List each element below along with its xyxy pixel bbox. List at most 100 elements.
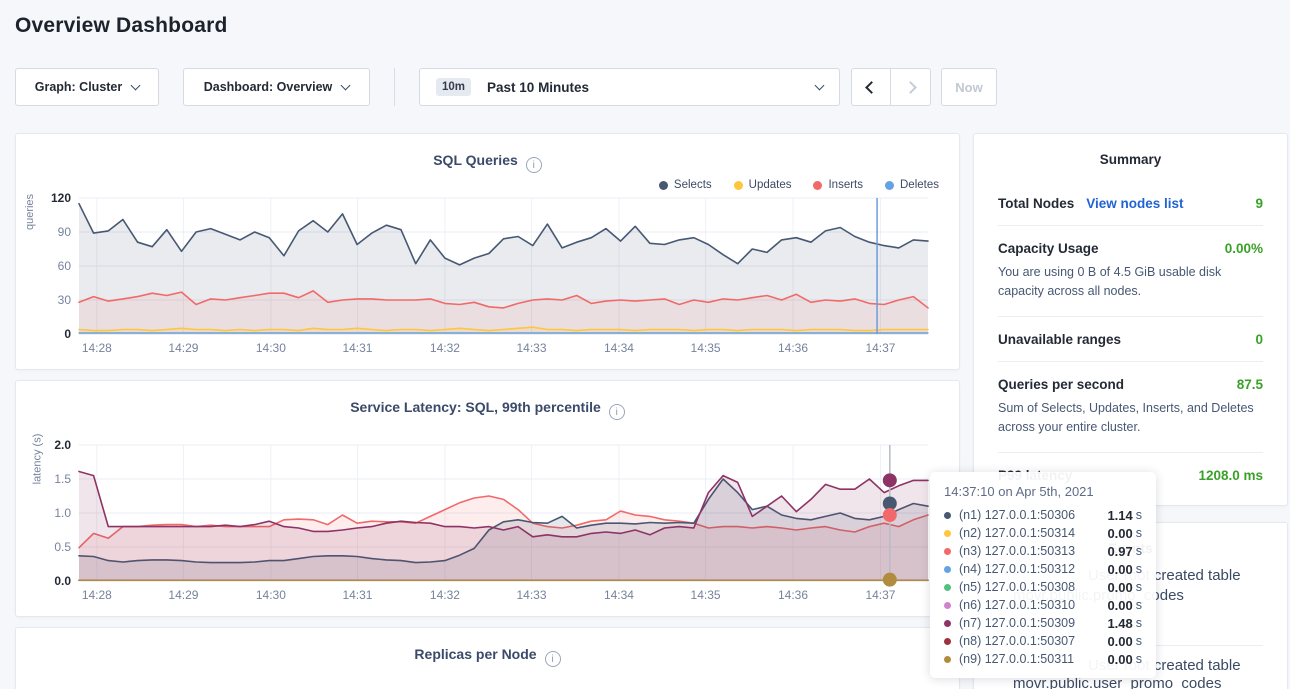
time-prev-button[interactable] <box>851 68 891 106</box>
tooltip-node-address: (n7) 127.0.0.1:50309 <box>959 616 1107 630</box>
sql-queries-chart[interactable]: 14:2814:2914:3014:3114:3214:3314:3414:35… <box>31 186 936 360</box>
tooltip-value-unit: s <box>1136 526 1142 540</box>
summary-row-capacity: Capacity Usage 0.00% You are using 0 B o… <box>998 225 1263 316</box>
qps-value: 87.5 <box>1237 377 1263 392</box>
chart-title: SQL Queries i <box>16 152 959 173</box>
time-next-button[interactable] <box>891 68 931 106</box>
svg-text:30: 30 <box>58 293 72 307</box>
tooltip-node-address: (n4) 127.0.0.1:50312 <box>959 562 1107 576</box>
svg-text:1.0: 1.0 <box>54 506 71 520</box>
replicas-title: Replicas per Node <box>414 646 536 662</box>
unavailable-ranges-label: Unavailable ranges <box>998 332 1121 347</box>
time-range-label: Past 10 Minutes <box>487 80 589 95</box>
svg-text:1.5: 1.5 <box>54 472 71 486</box>
dashboard-dropdown[interactable]: Dashboard: Overview <box>183 68 370 106</box>
svg-text:0.5: 0.5 <box>54 540 71 554</box>
sql-latency-chart[interactable]: 14:2814:2914:3014:3114:3214:3314:3414:35… <box>31 433 936 607</box>
summary-heading: Summary <box>998 152 1263 181</box>
qps-label: Queries per second <box>998 377 1124 392</box>
tooltip-row: (n9) 127.0.0.1:503110.00s <box>944 650 1142 668</box>
svg-text:0: 0 <box>64 327 71 341</box>
series-color-dot <box>944 530 951 537</box>
tooltip-row: (n2) 127.0.0.1:503140.00s <box>944 524 1142 542</box>
series-color-dot <box>944 548 951 555</box>
tooltip-value-unit: s <box>1136 598 1142 612</box>
info-icon[interactable]: i <box>609 404 625 420</box>
replicas-card: Replicas per Node i <box>15 627 960 689</box>
svg-text:14:33: 14:33 <box>517 341 547 355</box>
summary-row-unavailable: Unavailable ranges 0 <box>998 316 1263 361</box>
svg-text:14:33: 14:33 <box>517 588 547 602</box>
series-color-dot <box>944 584 951 591</box>
tooltip-node-value: 0.00 <box>1107 562 1132 577</box>
svg-text:120: 120 <box>51 191 71 205</box>
graph-dropdown[interactable]: Graph: Cluster <box>15 68 159 106</box>
series-color-dot <box>944 620 951 627</box>
tooltip-node-address: (n5) 127.0.0.1:50308 <box>959 580 1107 594</box>
tooltip-node-value: 0.97 <box>1107 544 1132 559</box>
charts-column: SQL Queriesi SelectsUpdatesInsertsDelete… <box>15 133 960 689</box>
svg-text:14:29: 14:29 <box>168 588 198 602</box>
now-button[interactable]: Now <box>941 68 997 106</box>
svg-text:14:37: 14:37 <box>865 341 895 355</box>
graph-dropdown-label: Graph: Cluster <box>35 80 123 94</box>
tooltip-value-unit: s <box>1136 580 1142 594</box>
tooltip-row: (n7) 127.0.0.1:503091.48s <box>944 614 1142 632</box>
capacity-description: You are using 0 B of 4.5 GiB usable disk… <box>998 263 1263 302</box>
time-range-badge: 10m <box>436 78 471 96</box>
svg-text:14:34: 14:34 <box>604 588 634 602</box>
svg-text:14:32: 14:32 <box>430 341 460 355</box>
tooltip-node-address: (n8) 127.0.0.1:50307 <box>959 634 1107 648</box>
view-nodes-list-link[interactable]: View nodes list <box>1086 196 1183 211</box>
svg-text:14:36: 14:36 <box>778 588 808 602</box>
tooltip-row: (n4) 127.0.0.1:503120.00 s <box>944 560 1142 578</box>
tooltip-value-unit: s <box>1136 616 1142 630</box>
sql-latency-title: Service Latency: SQL, 99th percentile <box>350 399 601 415</box>
page-title: Overview Dashboard <box>15 14 228 38</box>
series-color-dot <box>944 602 951 609</box>
tooltip-node-value: 0.00 <box>1107 580 1132 595</box>
sql-queries-card: SQL Queriesi SelectsUpdatesInsertsDelete… <box>15 133 960 370</box>
tooltip-node-address: (n9) 127.0.0.1:50311 <box>959 652 1107 666</box>
svg-text:14:31: 14:31 <box>342 341 372 355</box>
series-color-dot <box>944 566 951 573</box>
svg-text:14:30: 14:30 <box>256 341 286 355</box>
svg-text:14:35: 14:35 <box>691 341 721 355</box>
series-color-dot <box>944 512 951 519</box>
chart-hover-tooltip: 14:37:10 on Apr 5th, 2021 (n1) 127.0.0.1… <box>930 472 1156 678</box>
tooltip-node-address: (n6) 127.0.0.1:50310 <box>959 598 1107 612</box>
tooltip-row: (n8) 127.0.0.1:503070.00s <box>944 632 1142 650</box>
svg-text:14:28: 14:28 <box>82 588 112 602</box>
svg-text:14:28: 14:28 <box>82 341 112 355</box>
svg-text:90: 90 <box>58 225 72 239</box>
series-color-dot <box>944 638 951 645</box>
tooltip-value-unit: s <box>1136 562 1142 576</box>
summary-row-total-nodes: Total Nodes View nodes list 9 <box>998 181 1263 225</box>
sql-queries-title: SQL Queries <box>433 152 518 168</box>
time-nav-group <box>851 68 931 106</box>
svg-text:14:30: 14:30 <box>256 588 286 602</box>
tooltip-time: 14:37:10 <box>944 484 995 499</box>
chevron-left-icon <box>865 81 878 94</box>
sql-latency-card: Service Latency: SQL, 99th percentile i 1… <box>15 380 960 617</box>
tooltip-value-unit: s <box>1136 652 1142 666</box>
tooltip-row: (n5) 127.0.0.1:503080.00 s <box>944 578 1142 596</box>
tooltip-row: (n6) 127.0.0.1:503100.00 s <box>944 596 1142 614</box>
svg-text:60: 60 <box>58 259 72 273</box>
info-icon[interactable]: i <box>545 651 561 667</box>
capacity-label: Capacity Usage <box>998 241 1099 256</box>
svg-text:14:31: 14:31 <box>342 588 372 602</box>
tooltip-rows: (n1) 127.0.0.1:503061.14s(n2) 127.0.0.1:… <box>944 506 1142 668</box>
tooltip-value-unit: s <box>1136 544 1142 558</box>
tooltip-date: on Apr 5th, 2021 <box>995 484 1094 499</box>
info-icon[interactable]: i <box>526 157 542 173</box>
y-axis-label: latency (s) <box>31 434 43 485</box>
tooltip-timestamp: 14:37:10 on Apr 5th, 2021 <box>944 484 1142 499</box>
tooltip-node-value: 0.00 <box>1107 598 1132 613</box>
overview-dashboard-page: Overview Dashboard Graph: Cluster Dashbo… <box>0 0 1290 689</box>
controls-bar: Graph: Cluster Dashboard: Overview 10m P… <box>15 68 997 106</box>
chart-title: Service Latency: SQL, 99th percentile i <box>16 399 959 420</box>
tooltip-node-value: 0.00 <box>1107 634 1132 649</box>
svg-text:14:29: 14:29 <box>168 341 198 355</box>
time-range-dropdown[interactable]: 10m Past 10 Minutes <box>419 68 840 106</box>
